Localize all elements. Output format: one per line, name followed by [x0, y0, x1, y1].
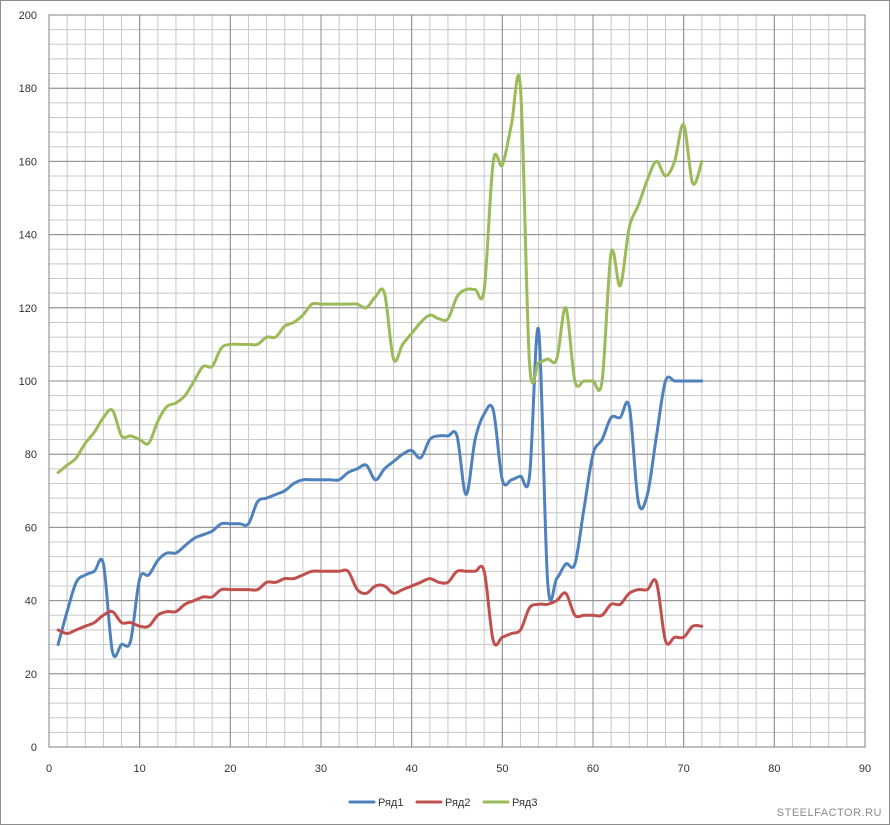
x-tick-label: 90 [859, 763, 871, 775]
y-tick-label: 140 [19, 230, 37, 242]
plot-area-border [48, 14, 866, 748]
watermark: STEELFACTOR.RU [776, 807, 882, 819]
y-axis-tick-labels: 0 20 40 60 80 100 120 140 160 180 200 [19, 10, 37, 754]
x-tick-label: 30 [315, 763, 327, 775]
series-line-3 [56, 74, 704, 474]
y-tick-label: 80 [25, 449, 37, 461]
x-tick-label: 20 [224, 763, 236, 775]
y-tick-label: 120 [19, 303, 37, 315]
legend: Ряд1 Ряд2 Ряд3 [348, 797, 537, 809]
x-tick-label: 80 [768, 763, 780, 775]
y-tick-label: 20 [25, 669, 37, 681]
series-line-1 [56, 326, 704, 659]
x-tick-label: 60 [587, 763, 599, 775]
x-axis-tick-labels: 0 10 20 30 40 50 60 70 80 90 [46, 763, 871, 775]
x-tick-label: 50 [496, 763, 508, 775]
x-tick-label: 0 [46, 763, 52, 775]
y-tick-label: 60 [25, 522, 37, 534]
y-tick-label: 0 [31, 742, 37, 754]
y-tick-label: 40 [25, 596, 37, 608]
legend-label: Ряд1 [378, 797, 403, 809]
x-tick-label: 70 [678, 763, 690, 775]
series-lines [56, 74, 704, 659]
x-tick-label: 40 [406, 763, 418, 775]
y-tick-label: 160 [19, 156, 37, 168]
series-line-2 [56, 564, 704, 647]
y-tick-label: 180 [19, 83, 37, 95]
y-tick-label: 100 [19, 376, 37, 388]
y-tick-label: 200 [19, 10, 37, 22]
major-gridlines [48, 14, 866, 748]
legend-label: Ряд2 [445, 797, 470, 809]
x-tick-label: 10 [134, 763, 146, 775]
legend-label: Ряд3 [512, 797, 537, 809]
